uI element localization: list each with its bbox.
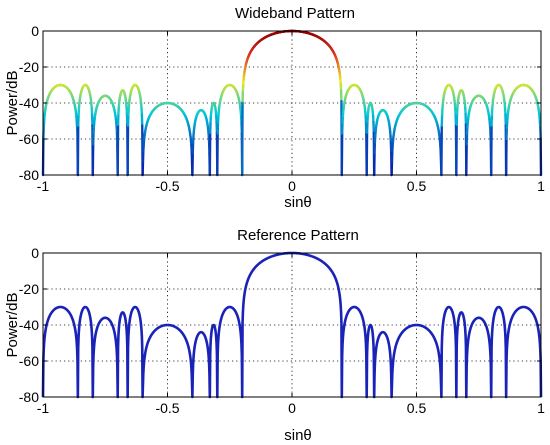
y-tick-label: -80 [19,389,39,405]
y-tick-label: -40 [19,317,39,333]
x-axis-label: sinθ [284,194,312,211]
x-tick-label: 0 [288,178,296,194]
y-tick-label: -60 [19,353,39,369]
y-tick-label: 0 [31,245,39,261]
x-tick-label: 0.5 [407,400,427,416]
x-tick-label: -1 [37,178,50,194]
x-tick-label: 1 [537,400,545,416]
y-axis-label: Power/dB [4,70,21,135]
x-tick-label: -0.5 [155,400,179,416]
axis-ticks: -1 -0.5 0 0.5 1 0 -20 -40 -60 -80 [19,245,545,416]
x-tick-label: -1 [37,400,50,416]
x-axis-label: sinθ [284,427,312,444]
chart-title: Reference Pattern [237,227,359,244]
wideband-pattern-panel: Wideband Pattern -1 -0.5 0 0.5 1 0 -20 -40 -60 -8… [4,5,545,211]
y-tick-label: -20 [19,59,39,75]
y-tick-label: -40 [19,95,39,111]
x-tick-label: 1 [537,178,545,194]
x-tick-label: 0.5 [407,178,427,194]
chart-title: Wideband Pattern [235,5,355,22]
y-tick-label: -60 [19,131,39,147]
y-tick-label: 0 [31,23,39,39]
y-axis-label: Power/dB [4,292,21,357]
reference-pattern-panel: Reference Pattern -1 -0.5 0 0.5 10-20-40-60-… [4,227,545,444]
axis-ticks: -1 -0.5 0 0.5 1 0 -20 -40 -60 -80 [19,23,545,194]
y-tick-label: -20 [19,281,39,297]
y-tick-label: -80 [19,167,39,183]
x-tick-label: -0.5 [155,178,179,194]
x-tick-label: 0 [288,400,296,416]
